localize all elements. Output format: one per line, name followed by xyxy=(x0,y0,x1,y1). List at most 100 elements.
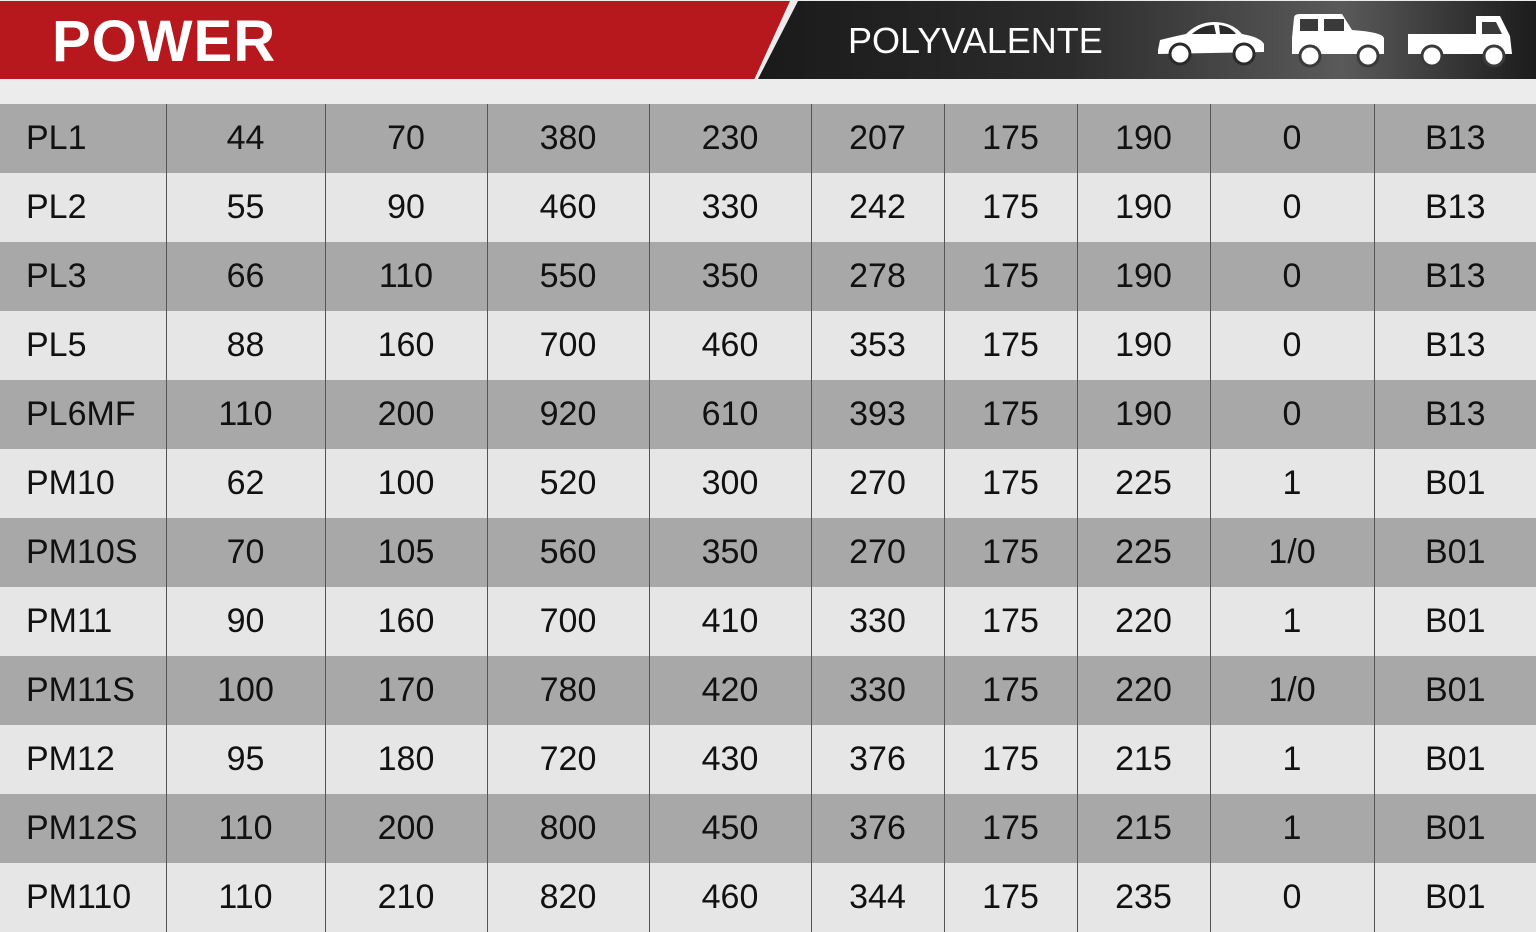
value-cell: 225 xyxy=(1076,518,1210,587)
value-cell: 220 xyxy=(1076,587,1210,656)
value-cell: 230 xyxy=(648,104,811,173)
value-cell: 175 xyxy=(943,863,1077,932)
value-cell: 800 xyxy=(486,794,649,863)
value-cell: 0 xyxy=(1209,173,1374,242)
value-cell: 278 xyxy=(810,242,944,311)
value-cell: 460 xyxy=(648,863,811,932)
value-cell: 175 xyxy=(943,656,1077,725)
value-cell: 215 xyxy=(1076,794,1210,863)
value-cell: 780 xyxy=(486,656,649,725)
value-cell: 420 xyxy=(648,656,811,725)
value-cell: 0 xyxy=(1209,863,1374,932)
value-cell: 190 xyxy=(1076,173,1210,242)
table-row: PM10 62 100 520 300 270 175 225 1 B01 xyxy=(0,449,1536,518)
pickup-truck-icon xyxy=(1408,16,1512,68)
value-cell: 175 xyxy=(943,173,1077,242)
value-cell: 270 xyxy=(810,518,944,587)
value-cell: 350 xyxy=(648,242,811,311)
value-cell: 0 xyxy=(1209,242,1374,311)
value-cell: 175 xyxy=(943,449,1077,518)
value-cell: 215 xyxy=(1076,725,1210,794)
value-cell: 610 xyxy=(648,380,811,449)
table-row: PM10S 70 105 560 350 270 175 225 1/0 B01 xyxy=(0,518,1536,587)
value-cell: 350 xyxy=(648,518,811,587)
value-cell: 55 xyxy=(165,173,325,242)
model-cell: PM11 xyxy=(0,587,166,656)
model-cell: PL3 xyxy=(0,242,166,311)
brand-banner xyxy=(0,1,790,79)
value-cell: B01 xyxy=(1373,449,1536,518)
value-cell: B13 xyxy=(1373,104,1536,173)
value-cell: 560 xyxy=(486,518,649,587)
value-cell: 460 xyxy=(648,311,811,380)
value-cell: 242 xyxy=(810,173,944,242)
page-title: POWER xyxy=(52,9,277,74)
value-cell: 160 xyxy=(324,311,487,380)
model-cell: PM110 xyxy=(0,863,166,932)
value-cell: 410 xyxy=(648,587,811,656)
value-cell: 460 xyxy=(486,173,649,242)
value-cell: 1 xyxy=(1209,725,1374,794)
value-cell: 0 xyxy=(1209,311,1374,380)
model-cell: PL2 xyxy=(0,173,166,242)
model-cell: PM10S xyxy=(0,518,166,587)
model-cell: PL1 xyxy=(0,104,166,173)
value-cell: 190 xyxy=(1076,380,1210,449)
value-cell: 100 xyxy=(165,656,325,725)
value-cell: 520 xyxy=(486,449,649,518)
value-cell: 175 xyxy=(943,725,1077,794)
value-cell: 180 xyxy=(324,725,487,794)
value-cell: 720 xyxy=(486,725,649,794)
category-banner xyxy=(758,1,1536,79)
value-cell: B13 xyxy=(1373,173,1536,242)
value-cell: 225 xyxy=(1076,449,1210,518)
table-row: PL5 88 160 700 460 353 175 190 0 B13 xyxy=(0,311,1536,380)
value-cell: 700 xyxy=(486,311,649,380)
value-cell: 90 xyxy=(324,173,487,242)
value-cell: 70 xyxy=(165,518,325,587)
value-cell: B01 xyxy=(1373,656,1536,725)
value-cell: 330 xyxy=(810,587,944,656)
value-cell: 330 xyxy=(810,656,944,725)
value-cell: 0 xyxy=(1209,380,1374,449)
value-cell: 1/0 xyxy=(1209,518,1374,587)
value-cell: 376 xyxy=(810,794,944,863)
value-cell: 210 xyxy=(324,863,487,932)
value-cell: 44 xyxy=(165,104,325,173)
value-cell: 0 xyxy=(1209,104,1374,173)
value-cell: 175 xyxy=(943,380,1077,449)
value-cell: 376 xyxy=(810,725,944,794)
value-cell: B13 xyxy=(1373,242,1536,311)
value-cell: B01 xyxy=(1373,794,1536,863)
value-cell: 170 xyxy=(324,656,487,725)
value-cell: 330 xyxy=(648,173,811,242)
table-row: PM11 90 160 700 410 330 175 220 1 B01 xyxy=(0,587,1536,656)
value-cell: B01 xyxy=(1373,518,1536,587)
value-cell: 160 xyxy=(324,587,487,656)
value-cell: 175 xyxy=(943,242,1077,311)
table-row: PM12S 110 200 800 450 376 175 215 1 B01 xyxy=(0,794,1536,863)
value-cell: 110 xyxy=(165,380,325,449)
value-cell: 700 xyxy=(486,587,649,656)
header-banner: POWER POLYVALENTE xyxy=(0,0,1536,80)
car-icon xyxy=(1158,22,1264,66)
value-cell: 110 xyxy=(165,794,325,863)
value-cell: 270 xyxy=(810,449,944,518)
value-cell: 70 xyxy=(324,104,487,173)
model-cell: PL6MF xyxy=(0,380,166,449)
table-row: PM11S 100 170 780 420 330 175 220 1/0 B01 xyxy=(0,656,1536,725)
model-cell: PM10 xyxy=(0,449,166,518)
value-cell: B01 xyxy=(1373,863,1536,932)
value-cell: 200 xyxy=(324,794,487,863)
model-cell: PM12 xyxy=(0,725,166,794)
value-cell: 820 xyxy=(486,863,649,932)
value-cell: 1/0 xyxy=(1209,656,1374,725)
value-cell: 105 xyxy=(324,518,487,587)
value-cell: 175 xyxy=(943,587,1077,656)
model-cell: PM12S xyxy=(0,794,166,863)
value-cell: 175 xyxy=(943,794,1077,863)
value-cell: B13 xyxy=(1373,380,1536,449)
value-cell: 190 xyxy=(1076,104,1210,173)
value-cell: 300 xyxy=(648,449,811,518)
